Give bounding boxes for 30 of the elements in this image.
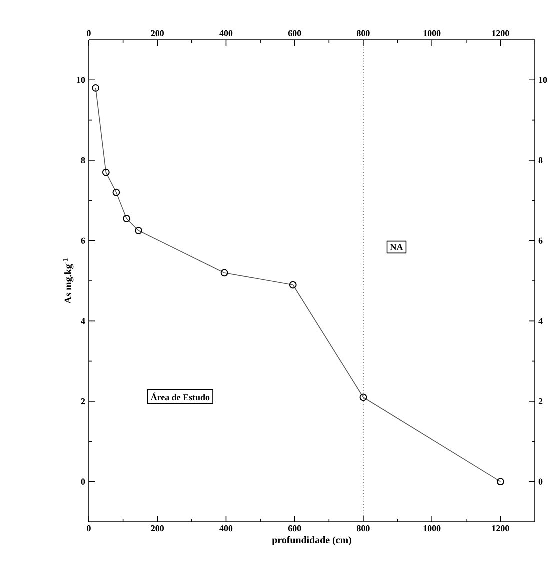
x2-tick-label: 1000 <box>424 526 441 532</box>
y2-tick-label: 10 <box>539 77 548 84</box>
y-axis-title: As mg.kg$^{-1}$ <box>63 258 74 304</box>
y-tick-label: 0 <box>81 478 86 485</box>
x-tick-label: 800 <box>357 30 370 36</box>
x-tick-label: 1200 <box>492 30 510 36</box>
y-tick-label: 10 <box>77 77 86 84</box>
y-tick-label: 6 <box>81 238 86 244</box>
y2-tick-label: 0 <box>538 478 543 485</box>
x-axis-title: profundidade (cm) <box>272 536 352 546</box>
y-tick-label: 8 <box>81 157 86 164</box>
y-tick-label: 2 <box>81 398 86 404</box>
y2-tick-label: 6 <box>538 238 543 244</box>
x-tick-label: 200 <box>151 30 164 36</box>
x2-tick-label: 600 <box>288 526 302 532</box>
x2-tick-label: 1200 <box>492 526 510 532</box>
y2-tick-label: 4 <box>538 318 543 324</box>
x-tick-label: 400 <box>220 30 233 36</box>
y-tick-label: 4 <box>81 318 86 324</box>
y2-tick-label: 2 <box>538 398 543 404</box>
annotation: NA <box>390 244 404 250</box>
x2-tick-label: 400 <box>220 526 233 532</box>
y2-tick-label: 8 <box>538 157 543 164</box>
x2-tick-label: 0 <box>87 526 91 532</box>
x-tick-label: 0 <box>87 30 91 36</box>
x-tick-label: 1000 <box>424 30 441 36</box>
x-tick-label: 600 <box>288 30 302 36</box>
x2-tick-label: 800 <box>357 526 370 532</box>
x2-tick-label: 200 <box>151 526 164 532</box>
annotation: Área de Estudo <box>150 392 210 401</box>
